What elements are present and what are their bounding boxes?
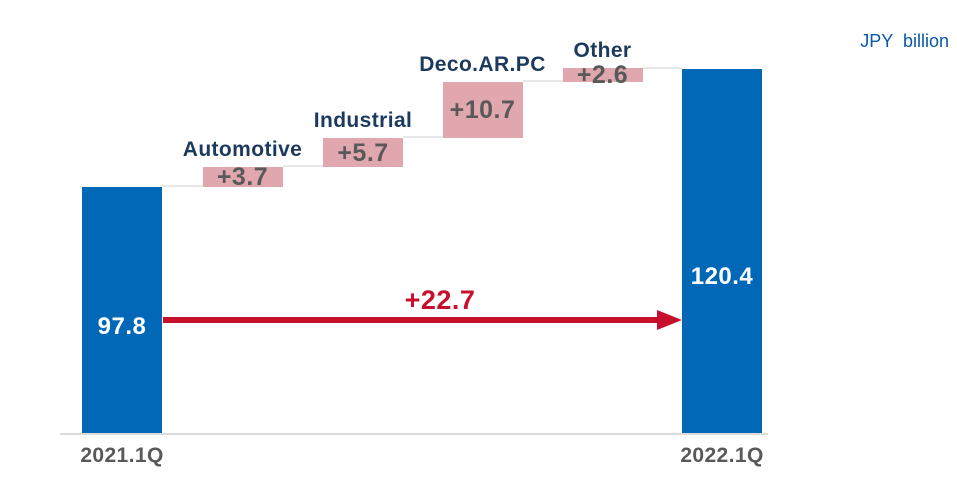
step-value-label-automotive: +3.7	[216, 163, 269, 191]
change-arrow-head-icon	[657, 310, 682, 330]
step-value-label-industrial: +5.7	[337, 139, 389, 167]
x-axis-label-2022-1q: 2022.1Q	[680, 444, 764, 467]
step-category-label-automotive: Automotive	[182, 138, 303, 161]
total-bar-2022-1q	[682, 69, 762, 433]
connector-line	[642, 67, 682, 69]
step-bar-industrial	[323, 138, 403, 167]
change-arrow-line	[163, 317, 658, 323]
x-axis-baseline	[60, 433, 768, 435]
step-category-label-other: Other	[573, 39, 632, 62]
x-axis-label-2021-1q: 2021.1Q	[80, 444, 164, 467]
step-category-label-industrial: Industrial	[313, 109, 413, 132]
step-bar-other	[562, 68, 643, 82]
connector-line	[522, 80, 563, 82]
step-bar-automotive	[202, 167, 283, 187]
step-value-label-deco-ar-pc: +10.7	[449, 96, 516, 124]
start-bar-value-label: 97.8	[97, 313, 147, 340]
connector-line	[282, 165, 323, 167]
total-bar-2021-1q	[82, 187, 162, 433]
total-change-label: +22.7	[404, 285, 476, 315]
end-bar-value-label: 120.4	[690, 263, 754, 290]
step-value-label-other: +2.6	[576, 61, 629, 89]
step-category-label-deco-ar-pc: Deco.AR.PC	[419, 53, 546, 76]
step-bar-deco-ar-pc	[442, 82, 523, 138]
unit-label: JPY billion	[860, 31, 949, 51]
connector-line	[403, 136, 443, 138]
connector-line	[162, 185, 203, 187]
